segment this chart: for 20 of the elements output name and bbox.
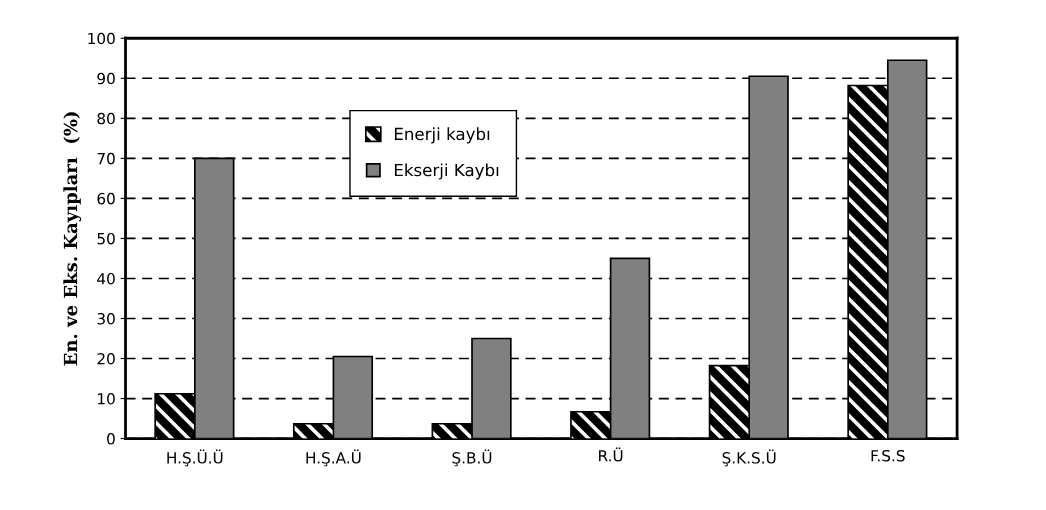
x-tick-label: Ş.K.S.Ü: [722, 449, 776, 467]
y-tick-label: 80: [97, 112, 115, 125]
y-tick-label: 70: [97, 152, 115, 165]
legend-label: Enerji kaybı: [394, 127, 490, 144]
y-tick-label: 30: [97, 312, 115, 325]
x-tick-label: R.Ü: [599, 447, 623, 462]
x-tick-label: F.S.S: [871, 449, 905, 462]
y-tick-label: 50: [97, 232, 115, 245]
x-tick-label: H.Ş.Ü.Ü: [167, 449, 223, 467]
x-tick-label: H.Ş.A.Ü: [306, 449, 361, 467]
y-tick-label: 100: [88, 32, 115, 45]
y-tick-label: 60: [97, 192, 115, 205]
y-tick-label: 20: [97, 353, 115, 365]
y-tick-label: 10: [98, 393, 115, 405]
y-tick-label: 90: [97, 72, 115, 85]
y-tick-label: 0: [107, 433, 115, 445]
legend-label: Ekserji Kaybı: [394, 163, 499, 180]
y-tick-label: 40: [97, 272, 115, 285]
y-axis-title: En. ve Eks. Kayıpları (%): [63, 112, 82, 366]
x-tick-label: Ş.B.Ü: [452, 449, 492, 467]
